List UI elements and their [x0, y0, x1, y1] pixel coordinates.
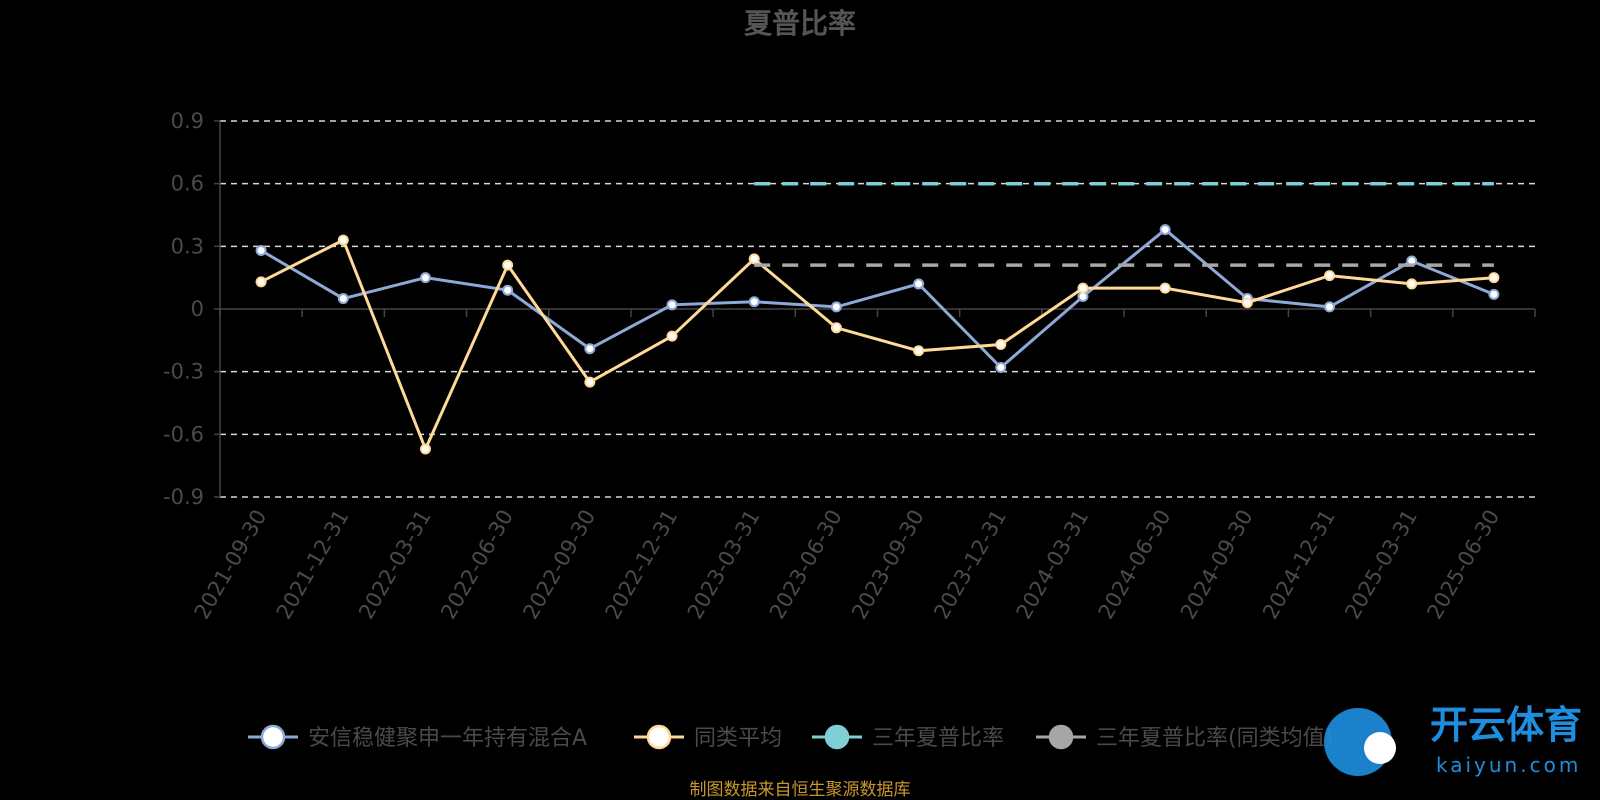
data-point[interactable] [1488, 272, 1500, 284]
x-tick-label: 2025-03-31 [1340, 506, 1422, 624]
gridlines: 0.9 0.6 0.3 0 -0.3 -0.6 -0.9 [163, 109, 1535, 509]
data-point[interactable] [1324, 301, 1336, 313]
data-point[interactable] [913, 345, 925, 357]
data-point[interactable] [502, 259, 514, 271]
y-tick-label: 0.9 [171, 109, 204, 133]
data-point[interactable] [830, 322, 842, 334]
watermark-subtext: kaiyun.com [1436, 753, 1581, 777]
data-point[interactable] [1159, 224, 1171, 236]
legend-marker-icon [646, 724, 672, 750]
data-point[interactable] [1324, 270, 1336, 282]
data-point[interactable] [1488, 288, 1500, 300]
legend-item[interactable]: 安信稳健聚申一年持有混合A [248, 724, 587, 751]
y-tick-label: -0.3 [163, 360, 204, 384]
y-tick-label: 0 [191, 297, 204, 321]
data-point[interactable] [1077, 282, 1089, 294]
source-note: 制图数据来自恒生聚源数据库 [690, 780, 911, 800]
x-tick-label: 2022-06-30 [436, 506, 518, 624]
watermark-logo: 开云体育 kaiyun.com [1324, 703, 1582, 777]
data-point[interactable] [830, 301, 842, 313]
data-point[interactable] [255, 276, 267, 288]
logo-ball-inner-icon [1364, 732, 1396, 764]
data-point[interactable] [748, 253, 760, 265]
data-point[interactable] [419, 272, 431, 284]
data-point[interactable] [748, 296, 760, 308]
x-tick-label: 2021-12-31 [272, 506, 354, 624]
y-tick-label: 0.6 [171, 172, 204, 196]
legend-label: 三年夏普比率(同类均值) [1096, 726, 1333, 751]
series-line [260, 238, 1495, 453]
legend[interactable]: 安信稳健聚申一年持有混合A 同类平均 三年夏普比率 三年夏普比率(同类均值) [248, 724, 1333, 751]
x-tick-label: 2023-12-31 [929, 506, 1011, 624]
legend-label: 三年夏普比率 [872, 726, 1004, 751]
x-tick-label: 2022-03-31 [354, 506, 436, 624]
series-0 [255, 224, 1500, 373]
x-tick-label: 2023-03-31 [683, 506, 765, 624]
x-tick-label: 2022-12-31 [601, 506, 683, 624]
y-tick-label: -0.9 [163, 485, 204, 509]
data-point[interactable] [1241, 297, 1253, 309]
data-point[interactable] [1406, 278, 1418, 290]
data-point[interactable] [995, 339, 1007, 351]
series-1 [255, 234, 1500, 455]
legend-label: 安信稳健聚申一年持有混合A [308, 726, 587, 751]
data-point[interactable] [337, 293, 349, 305]
legend-item[interactable]: 三年夏普比率 [812, 724, 1004, 751]
data-point[interactable] [502, 284, 514, 296]
x-tick-label: 2024-06-30 [1094, 506, 1176, 624]
legend-item[interactable]: 三年夏普比率(同类均值) [1036, 724, 1333, 751]
data-point[interactable] [1159, 282, 1171, 294]
data-point[interactable] [337, 234, 349, 246]
legend-label: 同类平均 [694, 726, 782, 751]
data-point[interactable] [419, 443, 431, 455]
series-layer [255, 181, 1500, 455]
data-point[interactable] [584, 343, 596, 355]
legend-item[interactable]: 同类平均 [634, 724, 782, 751]
legend-marker-icon [260, 724, 286, 750]
x-tick-label: 2024-09-30 [1176, 506, 1258, 624]
watermark-text: 开云体育 [1430, 703, 1582, 747]
data-point[interactable] [255, 245, 267, 257]
x-tick-label: 2024-12-31 [1258, 506, 1340, 624]
y-tick-label: -0.6 [163, 422, 204, 446]
x-tick-label: 2025-06-30 [1422, 506, 1504, 624]
x-tick-label: 2023-06-30 [765, 506, 847, 624]
legend-marker-icon [824, 724, 850, 750]
x-tick-label: 2022-09-30 [518, 506, 600, 624]
series-line [260, 227, 1495, 370]
data-point[interactable] [666, 330, 678, 342]
chart-title: 夏普比率 [744, 7, 856, 40]
x-tick-label: 2023-09-30 [847, 506, 929, 624]
data-point[interactable] [666, 299, 678, 311]
x-tick-label: 2024-03-31 [1011, 506, 1093, 624]
data-point[interactable] [584, 376, 596, 388]
data-point[interactable] [913, 278, 925, 290]
data-point[interactable] [995, 361, 1007, 373]
x-tick-label: 2021-09-30 [190, 506, 272, 624]
legend-marker-icon [1048, 724, 1074, 750]
y-tick-label: 0.3 [171, 234, 204, 258]
